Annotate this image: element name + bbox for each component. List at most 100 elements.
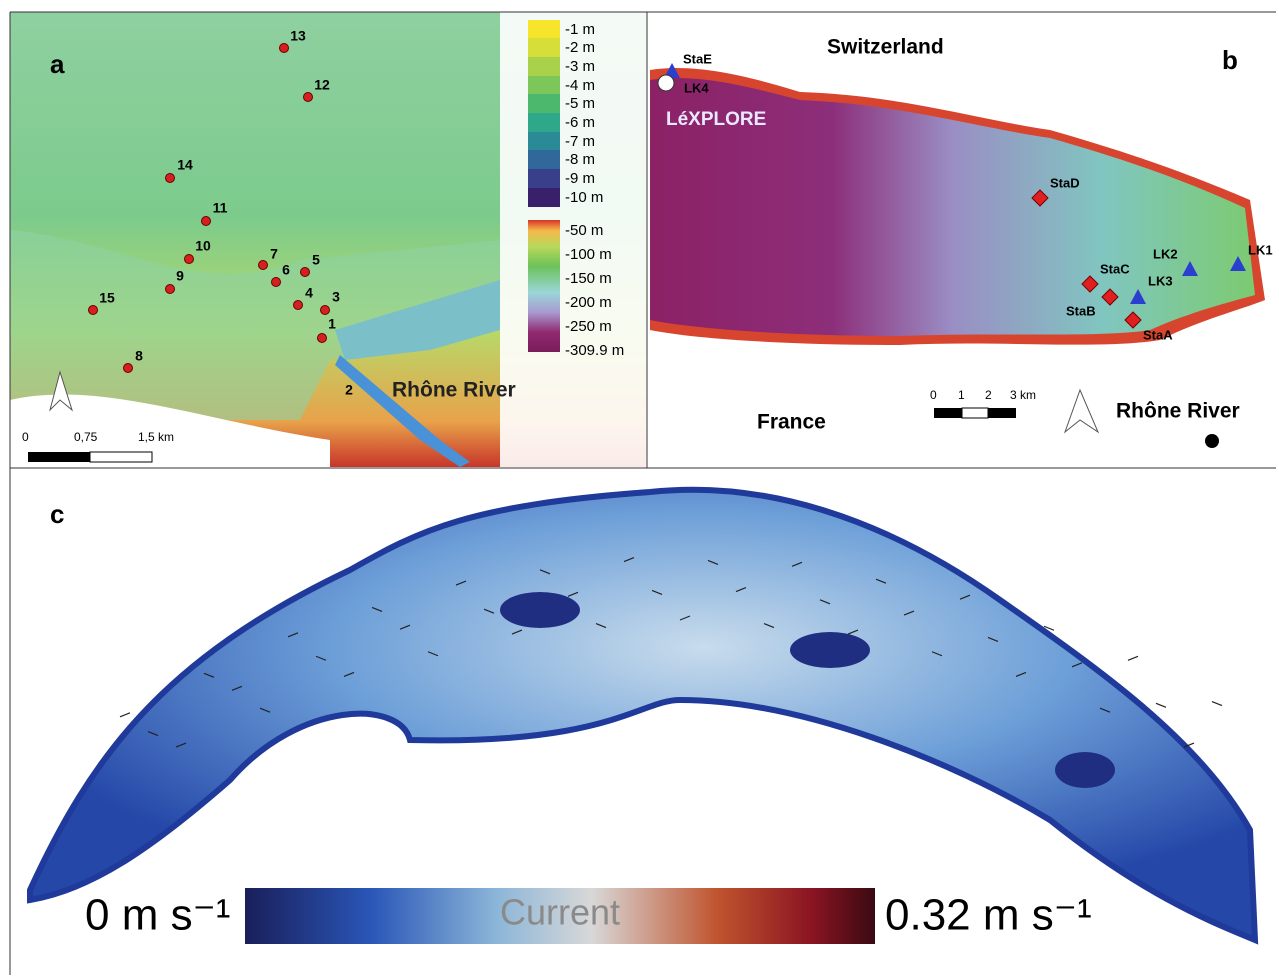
legend-swatch [528, 76, 560, 95]
marker [1205, 434, 1219, 448]
panel-label: b [1222, 45, 1238, 75]
legend-label: -8 m [565, 151, 595, 168]
country-label: Switzerland [827, 36, 944, 59]
sample-point [280, 44, 289, 53]
scale-label: 2 [985, 388, 992, 402]
sample-point [259, 261, 268, 270]
sample-point [166, 174, 175, 183]
point-label: 4 [305, 285, 313, 301]
point-label: 15 [99, 290, 115, 306]
eddy [1055, 752, 1115, 788]
current-arrow [1212, 702, 1222, 706]
legend-swatch [528, 132, 560, 151]
legend-swatch [528, 94, 560, 113]
point-label: 12 [314, 77, 330, 93]
legend-label: -5 m [565, 95, 595, 112]
colorbar-title: Current [500, 892, 620, 933]
legend-label: -1 m [565, 21, 595, 38]
current-arrow [1156, 703, 1166, 707]
point-label: 1 [328, 316, 336, 332]
scale-bar [28, 452, 90, 462]
scale-bar [962, 408, 988, 418]
point-label: 9 [176, 268, 184, 284]
page: a Rhône River 0 0,75 1,5 km b Switzerlan… [0, 0, 1279, 977]
eddy [500, 592, 580, 628]
legend-swatch [528, 169, 560, 188]
sample-point [185, 255, 194, 264]
legend-label: -6 m [565, 114, 595, 131]
sample-point [304, 93, 313, 102]
sample-point [321, 306, 330, 315]
station-label: LK2 [1153, 246, 1178, 261]
current-arrow [1128, 656, 1138, 660]
platform-label: LéXPLORE [666, 109, 766, 130]
sample-point [166, 285, 175, 294]
station-label: LK4 [684, 80, 709, 95]
current-arrow [120, 713, 130, 717]
scale-label: 1 [958, 388, 965, 402]
point-label: 8 [135, 348, 143, 364]
legend-swatch [528, 150, 560, 169]
point-label: 6 [282, 262, 290, 278]
scale-label: 0,75 [74, 430, 98, 444]
legend-label: -309.9 m [565, 342, 624, 359]
legend-label: -200 m [565, 294, 612, 311]
legend-label: -250 m [565, 318, 612, 335]
legend-label: -9 m [565, 170, 595, 187]
sample-point [294, 301, 303, 310]
scale-label: 0 [22, 430, 29, 444]
sample-point [202, 217, 211, 226]
current-field [30, 490, 1255, 940]
scale-label: 1,5 km [138, 430, 174, 444]
point-label: 3 [332, 289, 340, 305]
station-label: StaC [1100, 261, 1130, 276]
station-label: StaE [683, 51, 712, 66]
legend-label: -150 m [565, 270, 612, 287]
station-label: LK3 [1148, 273, 1173, 288]
legend-deep [528, 220, 560, 352]
station-marker [658, 75, 674, 91]
scale-bar [934, 408, 962, 418]
country-label: France [757, 411, 826, 434]
scale-label: 3 km [1010, 388, 1036, 402]
legend-label: -50 m [565, 222, 603, 239]
station-label: StaD [1050, 175, 1080, 190]
sample-point [318, 334, 327, 343]
panel-label: a [50, 49, 65, 79]
legend-label: -3 m [565, 58, 595, 75]
river-label: Rhône River [1116, 400, 1240, 423]
legend-swatch [528, 38, 560, 57]
point-label: 11 [213, 200, 228, 216]
point-label: 13 [290, 28, 306, 44]
colorbar-min: 0 m s⁻¹ [85, 891, 230, 940]
legend-swatch [528, 188, 560, 207]
legend-label: -100 m [565, 246, 612, 263]
legend-swatch [528, 20, 560, 39]
sample-point [124, 364, 133, 373]
point-label: 10 [195, 238, 211, 254]
sample-point [301, 268, 310, 277]
legend-label: -7 m [565, 133, 595, 150]
scale-bar [988, 408, 1016, 418]
panel-c [30, 490, 1255, 944]
legend-label: -10 m [565, 189, 603, 206]
eddy [790, 632, 870, 668]
point-label: 5 [312, 252, 320, 268]
station-label: LK1 [1248, 242, 1273, 257]
sample-point [272, 278, 281, 287]
figure: a Rhône River 0 0,75 1,5 km b Switzerlan… [0, 0, 1279, 977]
river-label: Rhône River [392, 379, 516, 402]
sample-point [89, 306, 98, 315]
legend-label: -4 m [565, 77, 595, 94]
scale-bar [90, 452, 152, 462]
point-label: 2 [345, 382, 353, 398]
station-label: StaA [1143, 327, 1173, 342]
legend-swatch [528, 57, 560, 76]
point-label: 14 [177, 157, 193, 173]
station-label: StaB [1066, 303, 1096, 318]
point-label: 7 [270, 246, 278, 262]
legend-label: -2 m [565, 39, 595, 56]
panel-label: c [50, 499, 64, 529]
colorbar-max: 0.32 m s⁻¹ [885, 891, 1092, 940]
scale-label: 0 [930, 388, 937, 402]
